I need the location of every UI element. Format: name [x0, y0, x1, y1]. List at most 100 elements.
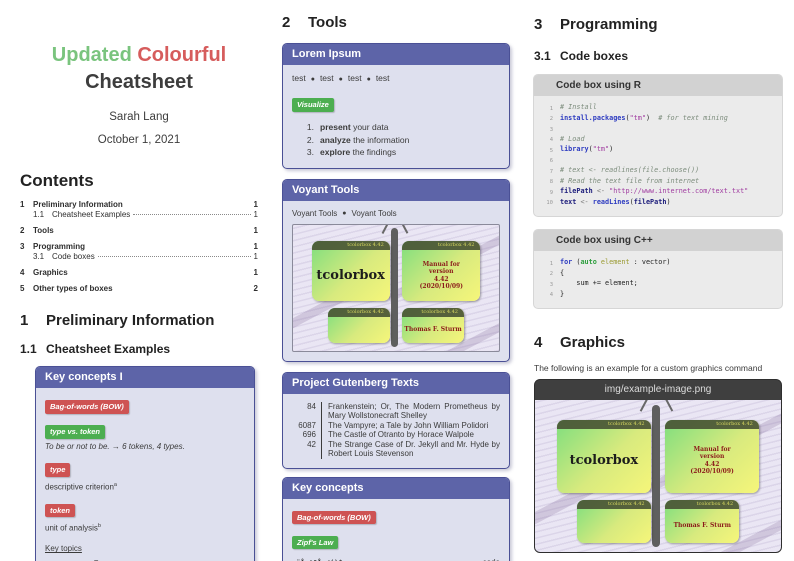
toc-entry: 5 Other types of boxes 2 [20, 284, 258, 293]
line-number: 4 [549, 292, 553, 298]
table-row: 6087 The Vampyre; a Tale by John William … [292, 420, 500, 430]
toc-entry: 3 Programming 1 [20, 242, 258, 251]
graphics-intro: The following is an example for a custom… [534, 363, 763, 373]
gutenberg-title: The Vampyre; a Tale by John William Poli… [328, 420, 489, 430]
r-code-box: Code box using R 1 # Install 2 install.pack… [534, 75, 782, 216]
center-pole [390, 228, 399, 347]
type-definition: descriptive criteriona [45, 482, 117, 492]
zipfs-law-badge: Zipf's Law [292, 535, 339, 549]
gutenberg-title: Frankenstein; Or, The Modern Prometheus … [328, 401, 500, 421]
line-number: 1 [549, 260, 553, 267]
key-topics-label: Key topics [45, 544, 82, 554]
tcolorbox-brand-box: tcolorbox 4.42 tcolorbox [311, 240, 390, 302]
line-number: 1 [549, 105, 553, 112]
bow-badge: Bag-of-words (BOW) [45, 400, 129, 414]
table-row: 42 The Strange Case of Dr. Jekyll and Mr.… [292, 439, 500, 459]
r-code-lines: 1 # Install 2 install.packages("tm") # for … [534, 96, 782, 216]
title-line-2: Cheatsheet [85, 71, 193, 93]
example-image-frame: img/example-image.png tcolorbox 4.42 tco… [534, 379, 782, 553]
key-concepts-2-box: Key concepts Bag-of-words (BOW) Zipf's L… [282, 476, 510, 561]
key-concepts-lines: _äÅg!§Åg/()$codeshutdown -h nowto shutdo… [292, 557, 500, 561]
type-badge: type [45, 463, 71, 477]
list-item: 3. explore the findings [306, 147, 397, 157]
separator-dot: ● [342, 210, 347, 217]
inline-item: test [375, 73, 390, 83]
definition-line: _äÅg!§Åg/()$ code [292, 557, 500, 561]
title-line-1: Updated Colourful [20, 42, 258, 69]
gutenberg-id: 42 [292, 439, 322, 459]
lorem-ipsum-box: Lorem Ipsum test ● test ● test ● test Visualiz… [282, 43, 510, 169]
footnote-mark-a: a [113, 482, 117, 488]
footnote-mark-b: b [97, 522, 101, 529]
token-definition: unit of analysisb [45, 522, 101, 533]
table-row: 84 Frankenstein; Or, The Modern Prometheu… [292, 401, 500, 421]
inline-item: Voyant Tools [351, 208, 397, 218]
code-line: 5 library("tm") [539, 145, 774, 156]
tcolorbox-author-box: tcolorbox 4.42 Thomas F. Sturm [665, 500, 740, 543]
toc-entry: 4 Graphics 1 [20, 268, 258, 277]
title-word-colourful: Colourful [137, 44, 227, 66]
box-body: Bag-of-words (BOW) type vs. token To be … [36, 388, 254, 561]
tcolorbox-brand-box: tcolorbox 4.42 tcolorbox [557, 419, 651, 493]
box-body: test ● test ● test ● test Visualize 1. present … [283, 65, 509, 168]
line-number: 9 [549, 189, 553, 196]
gutenberg-id: 84 [292, 401, 322, 421]
token-badge: token [45, 503, 76, 518]
separator-dot: ● [310, 75, 315, 83]
inline-item: test [347, 73, 362, 83]
code-line: 2 install.packages("tm") # for text minin… [539, 114, 774, 125]
inline-item: Voyant Tools [292, 208, 338, 218]
lorem-test-line: test ● test ● test ● test [292, 73, 500, 83]
code-line: 1 for (auto element : vector) [539, 258, 774, 269]
code-line: 8 # Read the text file from internet [539, 177, 774, 188]
code-box-title: Code box using R [534, 75, 782, 96]
section-4-heading: 4 Graphics [534, 334, 626, 351]
line-number: 6 [549, 158, 553, 164]
author: Sarah Lang [109, 111, 169, 123]
code-line: 2{ [539, 269, 774, 280]
middle-column: 2 Tools Lorem Ipsum test ● test ● test ● test … [282, 0, 510, 561]
section-2-heading: 2 Tools [282, 14, 347, 31]
code-line: 3 sum += element; [539, 279, 774, 290]
tcolorbox-empty-box: tcolorbox 4.42 [328, 307, 390, 343]
box-title: Key concepts I [36, 367, 254, 388]
key-concepts-1-box: Key concepts I Bag-of-words (BOW) type v… [35, 366, 255, 561]
inline-item: test [292, 73, 306, 83]
tcolorbox-manual-box: tcolorbox 4.42 Manual for version 4.42 (… [402, 240, 481, 302]
tcolorbox-empty-box: tcolorbox 4.42 [576, 500, 651, 543]
type-vs-token-badge: type vs. token [45, 425, 106, 439]
section-1-heading: 1 Preliminary Information [20, 312, 215, 329]
line-number: 10 [546, 200, 553, 206]
visualize-badge: Visualize [292, 98, 334, 112]
line-number: 5 [549, 147, 553, 154]
code-line: 4} [539, 290, 774, 301]
box-title: Project Gutenberg Texts [283, 372, 509, 394]
center-pole [651, 404, 661, 548]
box-body: Voyant Tools ● Voyant Tools tcolorbox 4.42… [283, 201, 509, 361]
gutenberg-title: The Castle of Otranto by Horace Walpole [328, 430, 474, 439]
box-title: Key concepts [283, 477, 509, 499]
document-title: Updated Colourful Cheatsheet [20, 42, 258, 96]
image-filename: img/example-image.png [535, 380, 781, 400]
gutenberg-title: The Strange Case of Dr. Jekyll and Mr. H… [328, 439, 500, 459]
bow-badge: Bag-of-words (BOW) [292, 510, 376, 524]
gutenberg-id: 696 [292, 430, 322, 440]
toc-list: 1 Preliminary Information 1 1.1 Cheatsheet E… [20, 200, 258, 294]
voyant-tools-box: Voyant Tools Voyant Tools ● Voyant Tools t… [282, 178, 510, 362]
cpp-code-box: Code box using C++ 1 for (auto element : … [534, 230, 782, 308]
right-column: 3 Programming 3.1 Code boxes Code box us… [534, 0, 782, 553]
type-token-example: To be or not to be. → 6 tokens, 4 types. [45, 442, 185, 451]
separator-dot: ● [338, 75, 343, 83]
list-item: 2. analyze the information [306, 134, 410, 145]
key-topics-list: •One•Two•Three [45, 558, 245, 561]
code-line: 6 [539, 156, 774, 167]
left-column: Updated Colourful Cheatsheet Sarah Lang … [20, 0, 258, 561]
code-box-title: Code box using C++ [534, 230, 782, 251]
line-number: 7 [549, 168, 553, 175]
tcolorbox-manual-box: tcolorbox 4.42 Manual for version 4.42 (… [665, 419, 759, 493]
code-term: _äÅg!§Åg/()$ [292, 558, 343, 561]
title-word-updated: Updated [51, 44, 132, 66]
line-number: 2 [549, 116, 553, 122]
code-line: 9 filePath <- "http://www.internet.com/te… [539, 187, 774, 198]
